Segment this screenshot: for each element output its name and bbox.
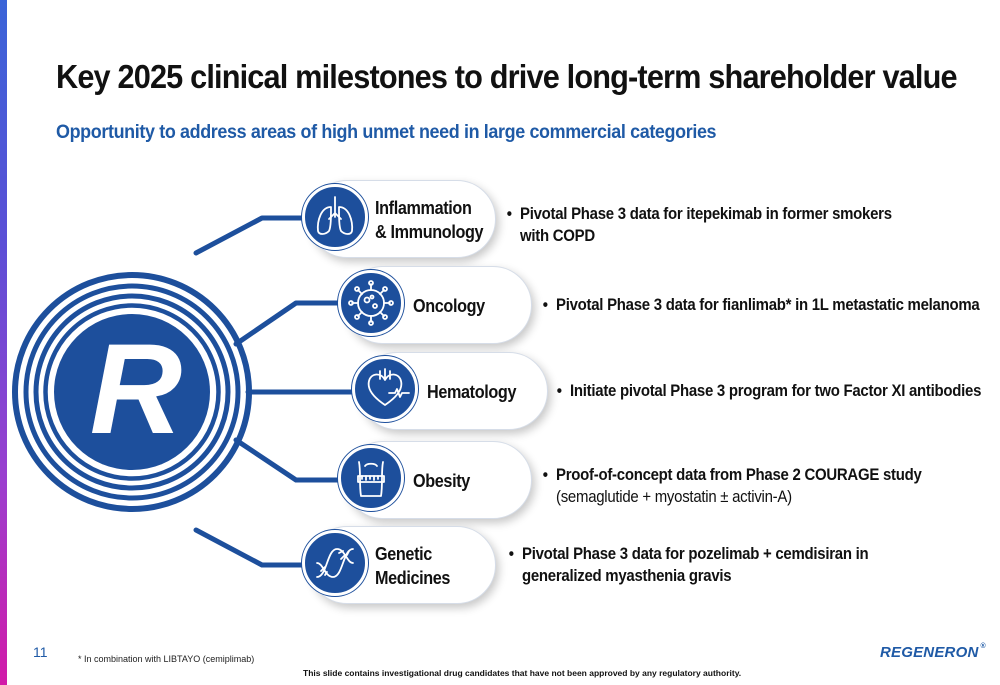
slide-subtitle: Opportunity to address areas of high unm… bbox=[56, 121, 717, 143]
milestone-bullet: • Pivotal Phase 3 data for pozelimab + c… bbox=[508, 544, 869, 585]
milestone-text: (semaglutide + myostatin ± activin-A) bbox=[556, 487, 792, 506]
milestone-bullet: • Pivotal Phase 3 data for fianlimab* in… bbox=[542, 295, 980, 314]
category-pill-obesity: Obesity bbox=[338, 441, 532, 519]
lungs-icon bbox=[302, 184, 368, 250]
heart-icon bbox=[352, 356, 418, 422]
accent-side-bar bbox=[0, 0, 7, 685]
regeneron-logo: REGENERON ® bbox=[880, 643, 986, 661]
milestone-text: Pivotal Phase 3 data for pozelimab + cem… bbox=[522, 544, 869, 563]
category-label: Hematology bbox=[427, 382, 517, 402]
milestone-text: generalized myasthenia gravis bbox=[522, 566, 732, 585]
connector-line bbox=[233, 437, 343, 483]
milestone-text: Initiate pivotal Phase 3 program for two… bbox=[570, 381, 982, 400]
milestone-text: Pivotal Phase 3 data for fianlimab* in 1… bbox=[556, 295, 980, 314]
emblem-core bbox=[54, 314, 210, 470]
category-label: Medicines bbox=[375, 568, 451, 588]
milestone-text: Pivotal Phase 3 data for itepekimab in f… bbox=[520, 204, 892, 223]
category-pill-oncology: Oncology bbox=[338, 266, 532, 344]
category-label: Oncology bbox=[413, 296, 485, 316]
category-label: Obesity bbox=[413, 471, 470, 491]
waist-measure-icon bbox=[338, 445, 404, 511]
milestone-text: Proof-of-concept data from Phase 2 COURA… bbox=[556, 465, 922, 484]
category-label: Genetic bbox=[375, 544, 432, 564]
category-label: Inflammation bbox=[375, 198, 472, 218]
connector-line bbox=[233, 300, 343, 347]
milestone-bullet: • Pivotal Phase 3 data for itepekimab in… bbox=[506, 204, 892, 245]
category-pill-genetic-medicines: Genetic Medicines bbox=[302, 526, 496, 604]
connector-line bbox=[193, 527, 308, 568]
milestone-bullet: • Initiate pivotal Phase 3 program for t… bbox=[556, 381, 982, 400]
slide-title: Key 2025 clinical milestones to drive lo… bbox=[56, 58, 958, 95]
emblem-letter: R bbox=[89, 318, 183, 461]
page-number: 11 bbox=[33, 644, 48, 660]
milestone-text: with COPD bbox=[520, 226, 595, 245]
footnote: * In combination with LIBTAYO (cemiplima… bbox=[78, 654, 255, 664]
milestone-bullet: • Proof-of-concept data from Phase 2 COU… bbox=[542, 465, 922, 506]
logo-text: REGENERON bbox=[880, 644, 979, 661]
disclaimer: This slide contains investigational drug… bbox=[303, 668, 742, 678]
logo-mark: ® bbox=[980, 643, 986, 650]
cancer-cell-icon bbox=[338, 270, 404, 336]
category-label: & Immunology bbox=[375, 222, 484, 242]
category-pill-inflammation: Inflammation & Immunology bbox=[302, 180, 496, 258]
category-pill-hematology: Hematology bbox=[352, 352, 548, 430]
dna-icon bbox=[302, 530, 368, 596]
connector-line bbox=[193, 215, 308, 256]
